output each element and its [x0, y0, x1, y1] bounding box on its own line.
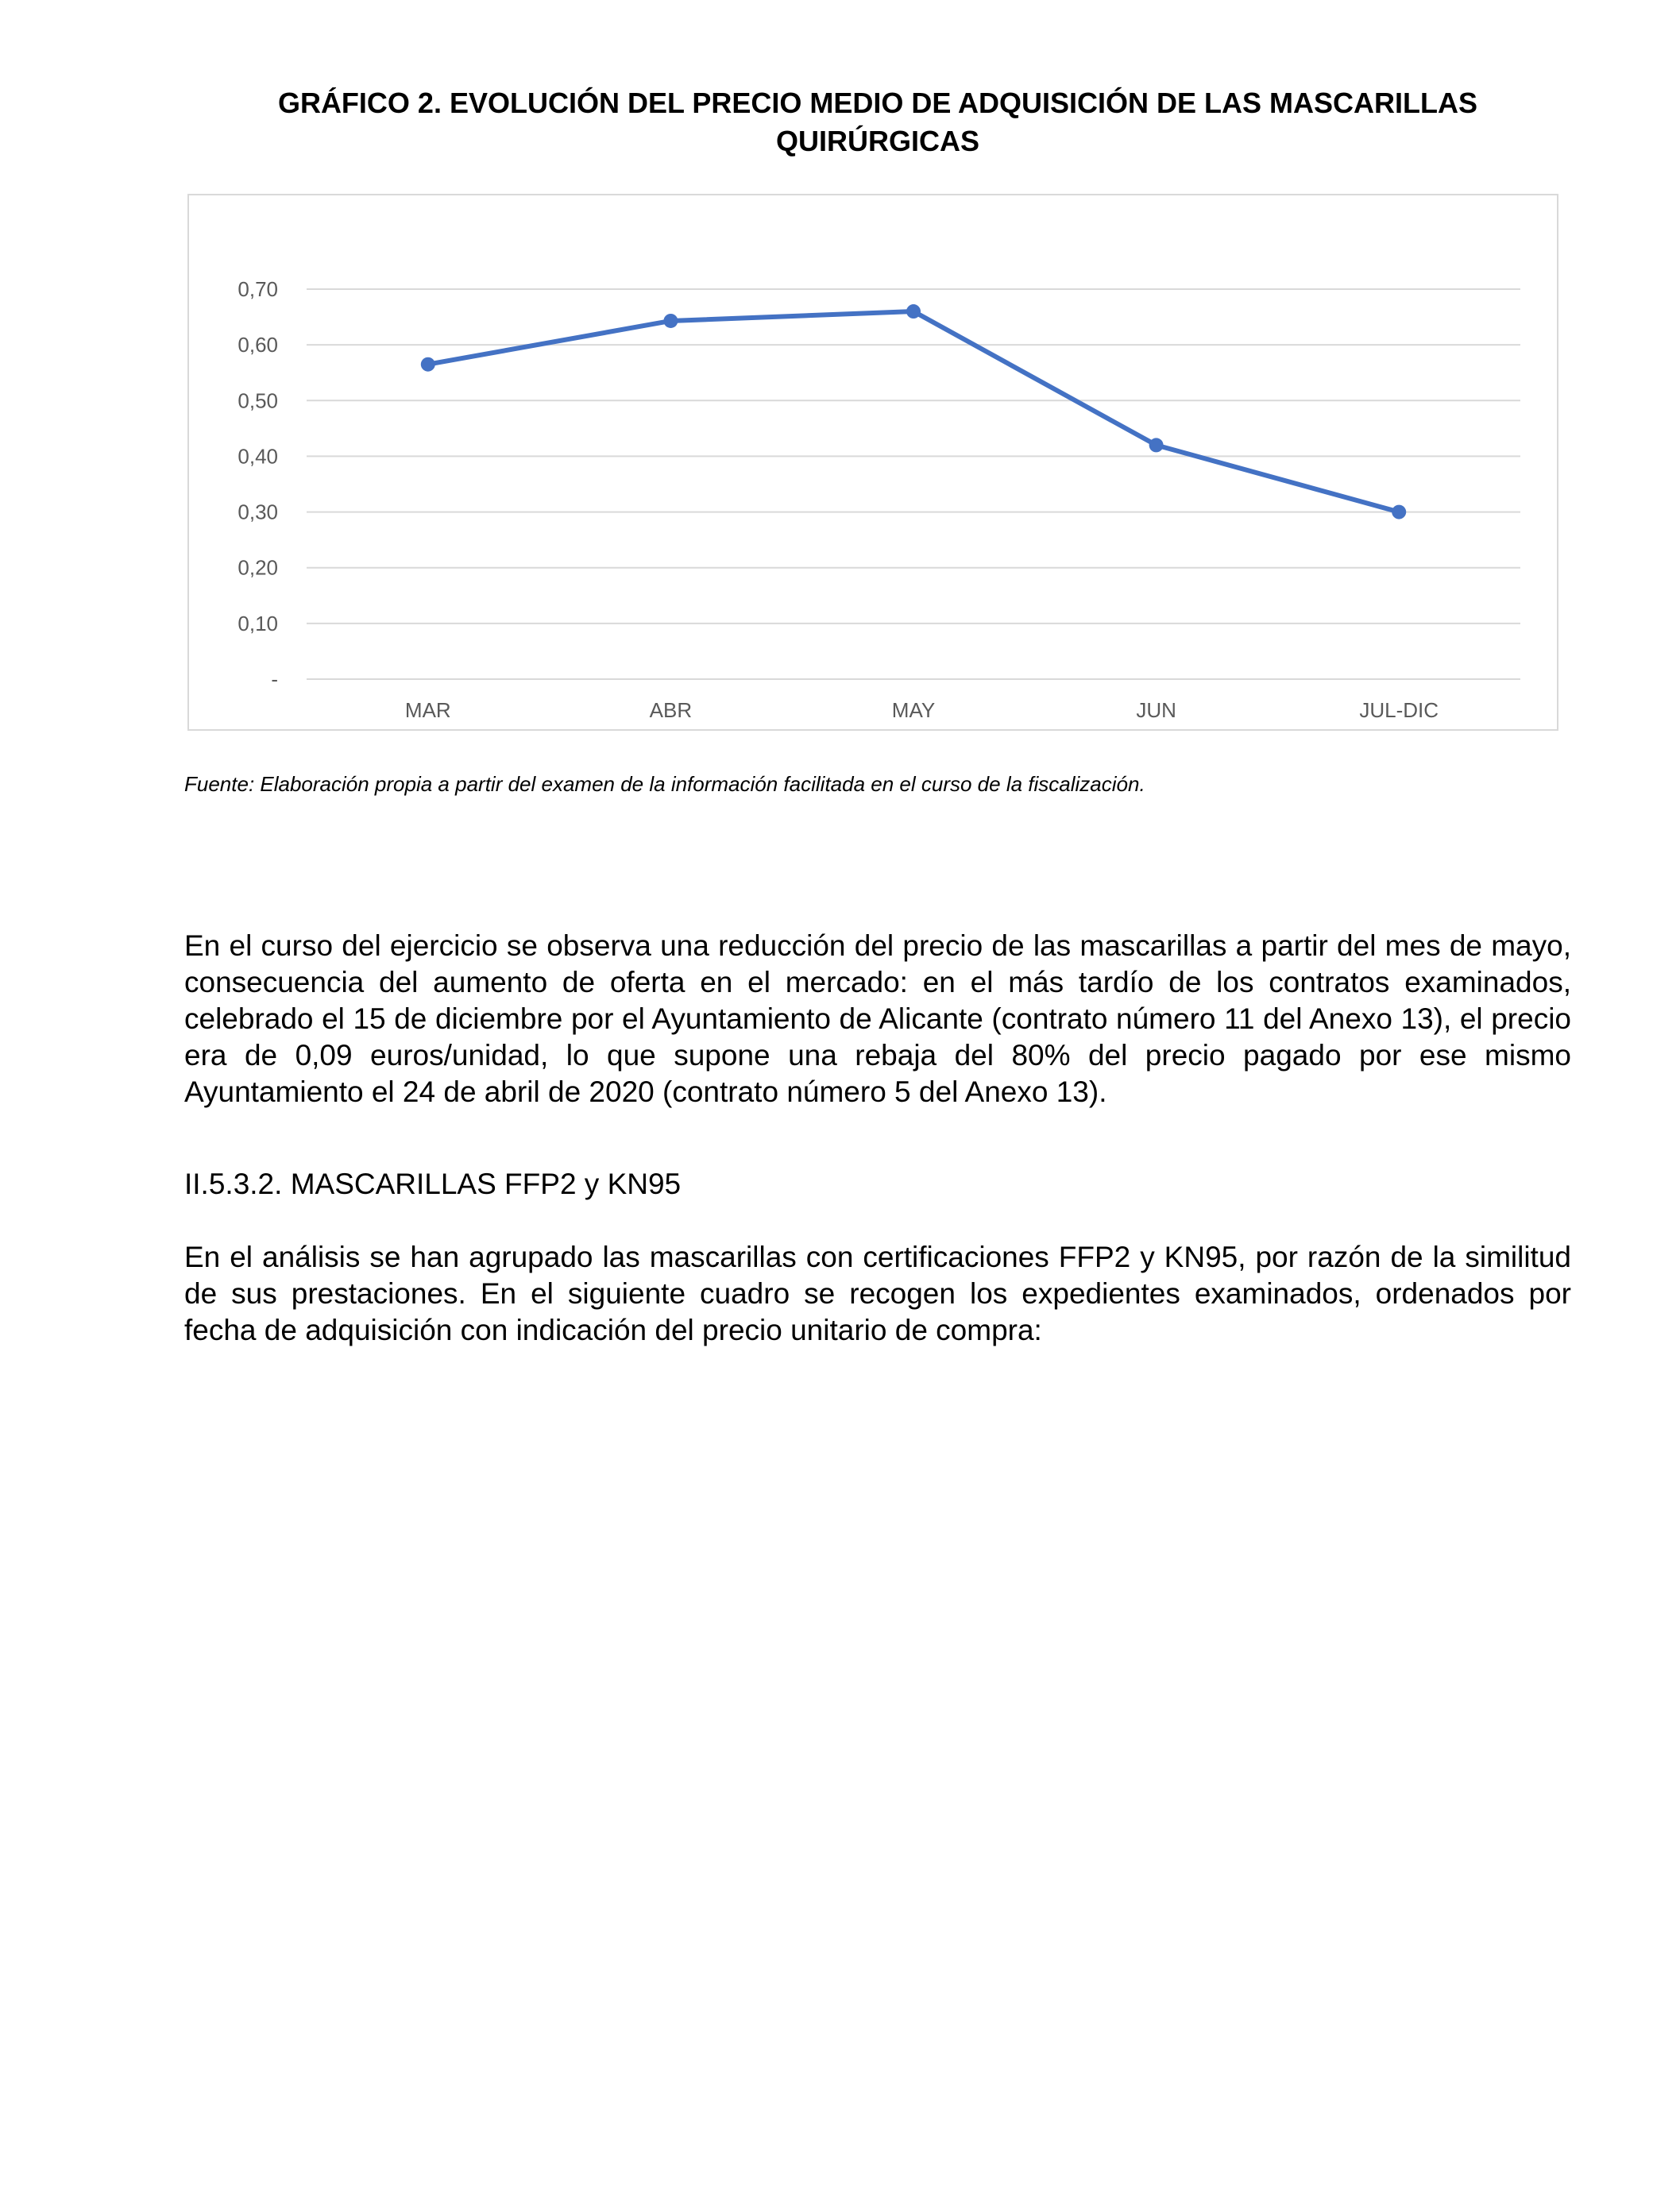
line-chart: - 0,10 0,20 0,30 0,40 0,50 0,60 0,70 MAR ABR MAY JU… [238, 277, 1520, 722]
paragraph-price-reduction: En el curso del ejercicio se observa una… [184, 929, 1571, 1108]
y-tick-label: 0,70 [238, 277, 278, 301]
y-tick-label: - [271, 667, 278, 691]
y-tick-label: 0,20 [238, 556, 278, 580]
paragraph-ffp2-kn95: En el análisis se han agrupado las masca… [184, 1241, 1571, 1346]
chart-frame: - 0,10 0,20 0,30 0,40 0,50 0,60 0,70 MAR ABR MAY JU… [187, 194, 1558, 731]
chart-title: GRÁFICO 2. EVOLUCIÓN DEL PRECIO MEDIO DE… [277, 87, 1478, 157]
y-tick-label: 0,40 [238, 444, 278, 468]
x-tick-label: JUL-DIC [1359, 698, 1439, 722]
series-line [425, 309, 1402, 515]
data-point [1149, 438, 1164, 453]
x-tick-label: JUN [1136, 698, 1176, 722]
data-point [906, 304, 921, 319]
y-tick-label: 0,10 [238, 612, 278, 635]
x-tick-label: ABR [650, 698, 692, 722]
y-tick-label: 0,50 [238, 388, 278, 412]
source-label: Fuente: [184, 772, 255, 796]
x-tick-label: MAR [405, 698, 451, 722]
x-tick-label: MAY [892, 698, 935, 722]
source-note: Fuente: Elaboración propia a partir del … [184, 772, 1145, 797]
data-point [420, 357, 435, 372]
y-tick-label: 0,30 [238, 500, 278, 524]
data-point [1392, 504, 1407, 519]
y-tick-label: 0,60 [238, 333, 278, 357]
data-point [663, 313, 678, 328]
source-text: Elaboración propia a partir del examen d… [254, 772, 1145, 796]
section-heading: II.5.3.2. MASCARILLAS FFP2 y KN95 [184, 1168, 682, 1200]
